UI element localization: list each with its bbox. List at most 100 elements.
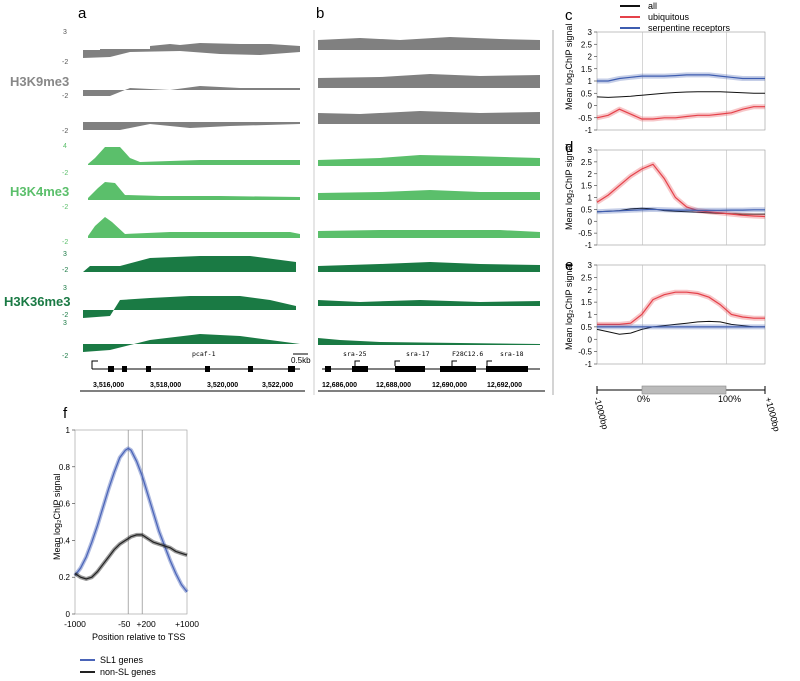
exon [205,366,210,372]
legend-label-ubiquitous: ubiquitous [648,12,690,22]
panel-letter-a: a [78,5,87,22]
tss-arrow [486,360,492,366]
x-tick-label: +1000 [175,619,199,629]
y-tick-label: 1 [588,311,593,320]
y-tick-label: 0.4 [59,536,71,545]
y-tick-label: -1 [585,360,593,369]
y-tick-label: 0 [588,335,593,344]
tss-arrow [394,360,400,366]
track-axis-label: -2 [62,312,68,319]
y-tick-label: 2 [588,170,593,179]
track-h3k36-b-2 [318,300,540,306]
exon [146,366,151,372]
tss-arrow [91,360,98,369]
series-line-ubiquitous [597,291,765,325]
y-tick-label: 2.5 [581,158,593,167]
track-axis-label: 3 [63,29,67,36]
exon [108,366,114,372]
track-axis-label: 3 [63,320,67,327]
track-axis-label: -2 [62,170,68,177]
series-line-serpentine-receptors [596,208,765,213]
coord-label: 12,686,000 [322,382,357,389]
y-tick-label: -0.5 [578,348,592,357]
mark-label-h3k36me3: H3K36me3 [4,294,71,309]
y-tick-label: 2 [588,286,593,295]
track-h3k36-a-3 [83,334,300,352]
x-axis-label: Position relative to TSS [92,632,185,642]
panel-letter-d: d [565,139,573,156]
track-h3k36-a-2 [83,296,296,318]
x-tick-label: -1000 [64,619,86,629]
profile-legend: all ubiquitous serpentine receptors [620,1,731,33]
y-tick-label: -1 [585,126,593,135]
y-axis-label: Mean log₂ChIP signal [564,24,574,110]
track-axis-label: -2 [62,204,68,211]
profile-chart-d: Mean log₂ChIP signal -1 -0.5 0 0.5 1 1.5 2 2.5 3 [564,144,766,250]
panel-letter-e: e [565,257,573,274]
y-tick-label: 0.5 [581,89,593,98]
track-axis-label: -2 [62,59,68,66]
track-h3k4-b-2 [318,190,540,200]
y-tick-label: -0.5 [578,229,592,238]
y-tick-label: -0.5 [578,114,592,123]
track-h3k9-a-2 [83,86,300,96]
panel-b-tracks [318,37,540,345]
track-h3k4-a-2 [88,182,300,200]
gene-body-box [641,385,727,395]
track-h3k9-a-1 [83,43,300,54]
gene-body-axis: -1000bp 0% 100% +1000bp [592,385,782,433]
y-tick-label: 1.5 [581,182,593,191]
coordinate-axes: 3,516,000 3,518,000 3,520,000 3,522,000 … [80,382,545,392]
track-h3k4-b-3 [318,230,540,238]
track-h3k9-a-1-neg [83,50,300,58]
track-h3k9-a-3 [83,120,300,130]
x-tick-label: -50 [118,619,131,629]
track-axis-label: 3 [63,251,67,258]
track-h3k36-b-1 [318,262,540,272]
coord-label: 12,692,000 [487,382,522,389]
track-h3k4-b-1 [318,155,540,166]
track-axis-label: 4 [63,143,67,150]
y-tick-label: 1 [588,194,593,203]
track-h3k9-b-2 [318,74,540,88]
mark-label-h3k4me3: H3K4me3 [10,184,69,199]
track-axis-label: -2 [62,239,68,246]
track-axis-labels: 3 -2 -2 -2 4 -2 -2 -2 3 -2 3 -2 3 -2 [62,29,68,360]
profile-chart-e: Mean log₂ChIP signal -1 -0.5 0 0.5 1 1.5 2 2.5 3 [564,261,766,369]
coord-label: 3,516,000 [93,382,124,389]
y-tick-label: -1 [585,241,593,250]
legend-label-sl1: SL1 genes [100,655,144,665]
track-h3k4-a-3 [88,217,300,238]
scale-bar-label: 0.5kb [291,356,311,365]
y-tick-label: 1 [66,426,71,435]
gene-models: pcaf-1 0.5kb sra-25 sra-17 F28C12.6 sra-… [91,350,540,372]
y-tick-label: 0 [588,102,593,111]
exon [395,366,425,372]
series-line-all [596,91,765,98]
y-tick-label: 1 [588,77,593,86]
exon [440,366,476,372]
y-tick-label: 0.5 [581,323,593,332]
track-h3k36-b-3 [318,338,540,345]
y-tick-label: 1.5 [581,65,593,74]
y-tick-label: 3 [588,28,593,37]
profile-chart-c: Mean log₂ChIP signal -1 -0.5 0 0.5 1 1.5 2 2.5 3 [564,24,766,135]
coord-label: 3,520,000 [207,382,238,389]
series-line-ubiquitous [596,106,765,120]
panel-letter-f: f [63,405,68,422]
y-tick-label: 0 [588,217,593,226]
y-tick-label: 0.8 [59,463,71,472]
legend-label-serpentine: serpentine receptors [648,23,731,33]
y-tick-label: 0.2 [59,573,71,582]
series-line-serpentine-receptors [597,74,765,82]
exon [352,366,368,372]
track-axis-label: -2 [62,353,68,360]
y-tick-label: 0.5 [581,205,593,214]
y-tick-label: 2 [588,53,593,62]
y-tick-label: 3 [588,261,593,270]
x-tick-label: +200 [137,619,156,629]
y-tick-label: 0 [66,610,71,619]
gene-name-sra-25: sra-25 [343,350,367,358]
series-line-SL1-genes [74,447,188,593]
y-axis-label: Mean log₂ChIP signal [564,144,574,230]
